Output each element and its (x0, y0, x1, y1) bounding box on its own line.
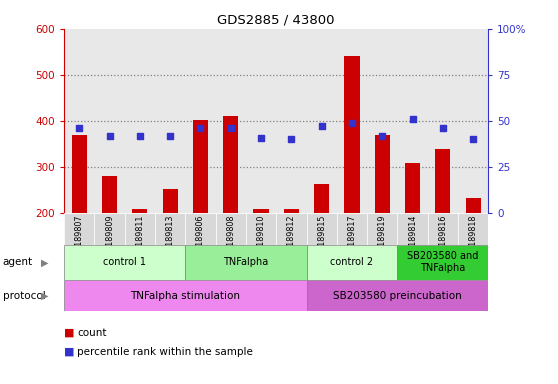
Bar (64, 280, 306, 311)
Point (166, 132, 175, 139)
Bar (132, 209, 147, 213)
Point (136, 132, 145, 139)
Text: agent: agent (3, 257, 33, 267)
Bar (427, 213, 458, 245)
Point (105, 132, 114, 139)
Point (348, 120, 357, 126)
Text: ▶: ▶ (41, 291, 48, 301)
Text: percentile rank within the sample: percentile rank within the sample (77, 347, 253, 357)
Bar (185, 245, 306, 280)
Bar (465, 198, 480, 213)
Bar (367, 213, 397, 245)
Point (196, 125, 205, 131)
Text: ■: ■ (64, 328, 75, 338)
Text: GSM189809: GSM189809 (105, 215, 114, 263)
Point (408, 116, 417, 122)
Text: SB203580 preincubation: SB203580 preincubation (333, 291, 462, 301)
Bar (374, 135, 390, 213)
Text: GSM189814: GSM189814 (408, 215, 417, 263)
Bar (64, 245, 185, 280)
Point (439, 125, 448, 131)
Text: GSM189813: GSM189813 (166, 215, 175, 263)
Text: GSM189806: GSM189806 (196, 215, 205, 263)
Bar (64, 213, 94, 245)
Bar (215, 213, 246, 245)
Point (469, 136, 478, 142)
Bar (94, 213, 125, 245)
Text: count: count (77, 328, 107, 338)
Bar (435, 149, 450, 213)
Bar (306, 280, 488, 311)
Bar (344, 56, 359, 213)
Text: GSM189815: GSM189815 (317, 215, 326, 263)
Bar (276, 213, 306, 245)
Bar (246, 213, 276, 245)
Text: GSM189808: GSM189808 (227, 215, 235, 263)
Text: control 1: control 1 (103, 257, 146, 267)
Text: TNFalpha: TNFalpha (223, 257, 268, 267)
Bar (155, 213, 185, 245)
Text: protocol: protocol (3, 291, 46, 301)
Text: GSM189817: GSM189817 (348, 215, 357, 263)
Text: GSM189807: GSM189807 (75, 215, 84, 263)
Bar (405, 163, 420, 213)
Text: GDS2885 / 43800: GDS2885 / 43800 (218, 13, 335, 26)
Bar (397, 213, 427, 245)
Text: GSM189812: GSM189812 (287, 215, 296, 263)
Bar (253, 209, 268, 213)
Point (378, 132, 387, 139)
Bar (306, 213, 337, 245)
Bar (306, 245, 397, 280)
Text: GSM189811: GSM189811 (136, 215, 145, 263)
Text: control 2: control 2 (330, 257, 373, 267)
Bar (72, 135, 87, 213)
Bar (223, 116, 238, 213)
Bar (185, 213, 215, 245)
Bar (458, 213, 488, 245)
Text: TNFalpha stimulation: TNFalpha stimulation (131, 291, 240, 301)
Bar (314, 184, 329, 213)
Bar (162, 189, 178, 213)
Bar (102, 176, 117, 213)
Point (287, 136, 296, 142)
Text: GSM189819: GSM189819 (378, 215, 387, 263)
Text: ▶: ▶ (41, 257, 48, 267)
Point (317, 123, 326, 129)
Bar (125, 213, 155, 245)
Text: ■: ■ (64, 347, 75, 357)
Point (75, 125, 84, 131)
Text: SB203580 and
TNFalpha: SB203580 and TNFalpha (407, 252, 479, 273)
Bar (284, 209, 299, 213)
Point (227, 125, 235, 131)
Text: GSM189816: GSM189816 (439, 215, 448, 263)
Bar (337, 213, 367, 245)
Bar (397, 245, 488, 280)
Text: GSM189818: GSM189818 (469, 215, 478, 263)
Bar (193, 121, 208, 213)
Point (257, 134, 266, 141)
Text: GSM189810: GSM189810 (257, 215, 266, 263)
